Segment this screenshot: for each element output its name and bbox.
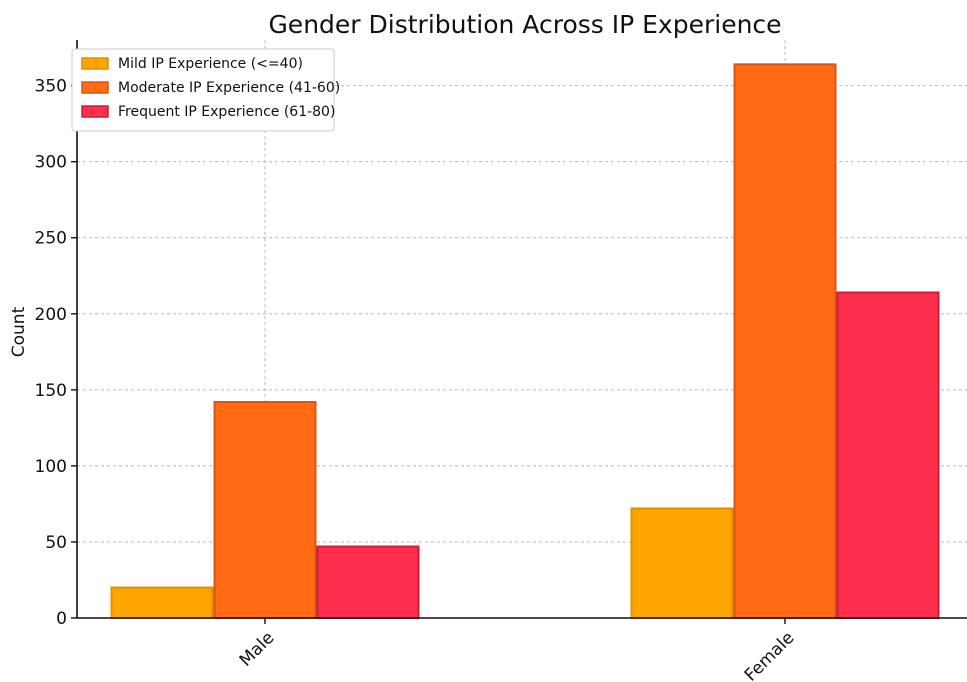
bar-male-3 [316, 545, 420, 619]
legend-box [71, 48, 335, 132]
legend-swatch [81, 105, 109, 118]
legend-label: Moderate IP Experience (41-60) [118, 80, 340, 96]
bars [110, 63, 940, 620]
axes [76, 40, 967, 619]
y-tick-label: 350 [35, 77, 67, 97]
y-tick-label: 200 [35, 305, 67, 325]
y-tick-label: 50 [45, 533, 67, 553]
legend-swatch [81, 57, 109, 70]
x-tick-label: Female [741, 628, 799, 682]
chart-title: Gender Distribution Across IP Experience [268, 10, 781, 39]
y-tick-label: 250 [35, 229, 67, 249]
y-tick-label: 300 [35, 153, 67, 173]
x-tick-label: Male [236, 628, 279, 671]
bar-female-2 [733, 63, 837, 619]
bar-female-1 [630, 507, 734, 620]
bar-male-2 [213, 401, 317, 619]
y-ticks: 0 50 100 150 200 250 300 350 [35, 77, 77, 629]
x-ticks: Male Female [236, 618, 799, 682]
legend-swatch [81, 81, 109, 94]
y-tick-label: 150 [35, 381, 67, 401]
bar-male-1 [110, 586, 214, 619]
bar-female-3 [836, 291, 940, 619]
legend-label: Mild IP Experience (<=40) [118, 56, 303, 72]
legend: Mild IP Experience (<=40) Moderate IP Exp… [71, 48, 340, 132]
y-tick-label: 0 [56, 609, 67, 629]
legend-label: Frequent IP Experience (61-80) [118, 104, 335, 120]
y-tick-label: 100 [35, 457, 67, 477]
y-axis-label: Count [9, 306, 29, 357]
